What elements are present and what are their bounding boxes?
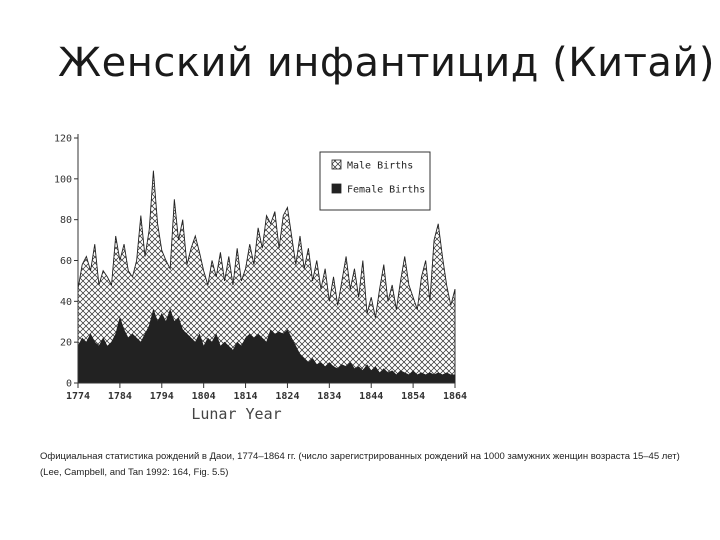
legend-label-female: Female Births <box>347 185 425 196</box>
y-tick-label: 120 <box>54 134 72 145</box>
slide-title: Женский инфантицид (Китай) <box>58 40 716 86</box>
y-tick-label: 80 <box>60 215 72 226</box>
x-tick-label: 1834 <box>317 391 341 402</box>
caption-line-2: (Lee, Campbell, and Tan 1992: 164, Fig. … <box>40 467 229 478</box>
y-tick-label: 60 <box>60 256 72 267</box>
legend-swatch-male <box>331 159 342 170</box>
x-tick-label: 1774 <box>66 391 90 402</box>
plot-area <box>77 170 456 384</box>
legend-label-male: Male Births <box>347 161 413 172</box>
x-tick-label: 1804 <box>192 391 216 402</box>
x-tick-label: 1794 <box>150 391 174 402</box>
legend-swatch-female <box>331 183 342 194</box>
x-tick-label: 1844 <box>359 391 383 402</box>
x-axis-label: Lunar Year <box>191 405 281 423</box>
y-tick-label: 40 <box>60 297 72 308</box>
y-tick-label: 20 <box>60 338 72 349</box>
x-tick-label: 1784 <box>108 391 132 402</box>
birth-statistics-chart: 0 20 40 60 80 100 120 1774 1784 1794 1804 1814 1824 1… <box>54 134 467 424</box>
y-tick-label: 0 <box>66 379 72 390</box>
caption-line-1: Официальная статистика рождений в Даои, … <box>40 451 680 462</box>
y-tick-label: 100 <box>54 174 72 185</box>
x-tick-label: 1814 <box>234 391 258 402</box>
x-tick-label: 1854 <box>401 391 425 402</box>
x-tick-label: 1824 <box>275 391 299 402</box>
female-births-area <box>77 308 456 384</box>
figure-caption: Официальная статистика рождений в Даои, … <box>40 449 690 481</box>
chart-axes: 0 20 40 60 80 100 120 1774 1784 1794 1804 1814 1824 1… <box>54 134 467 424</box>
x-tick-label: 1864 <box>443 391 467 402</box>
chart-legend: Male Births Female Births <box>319 151 431 211</box>
